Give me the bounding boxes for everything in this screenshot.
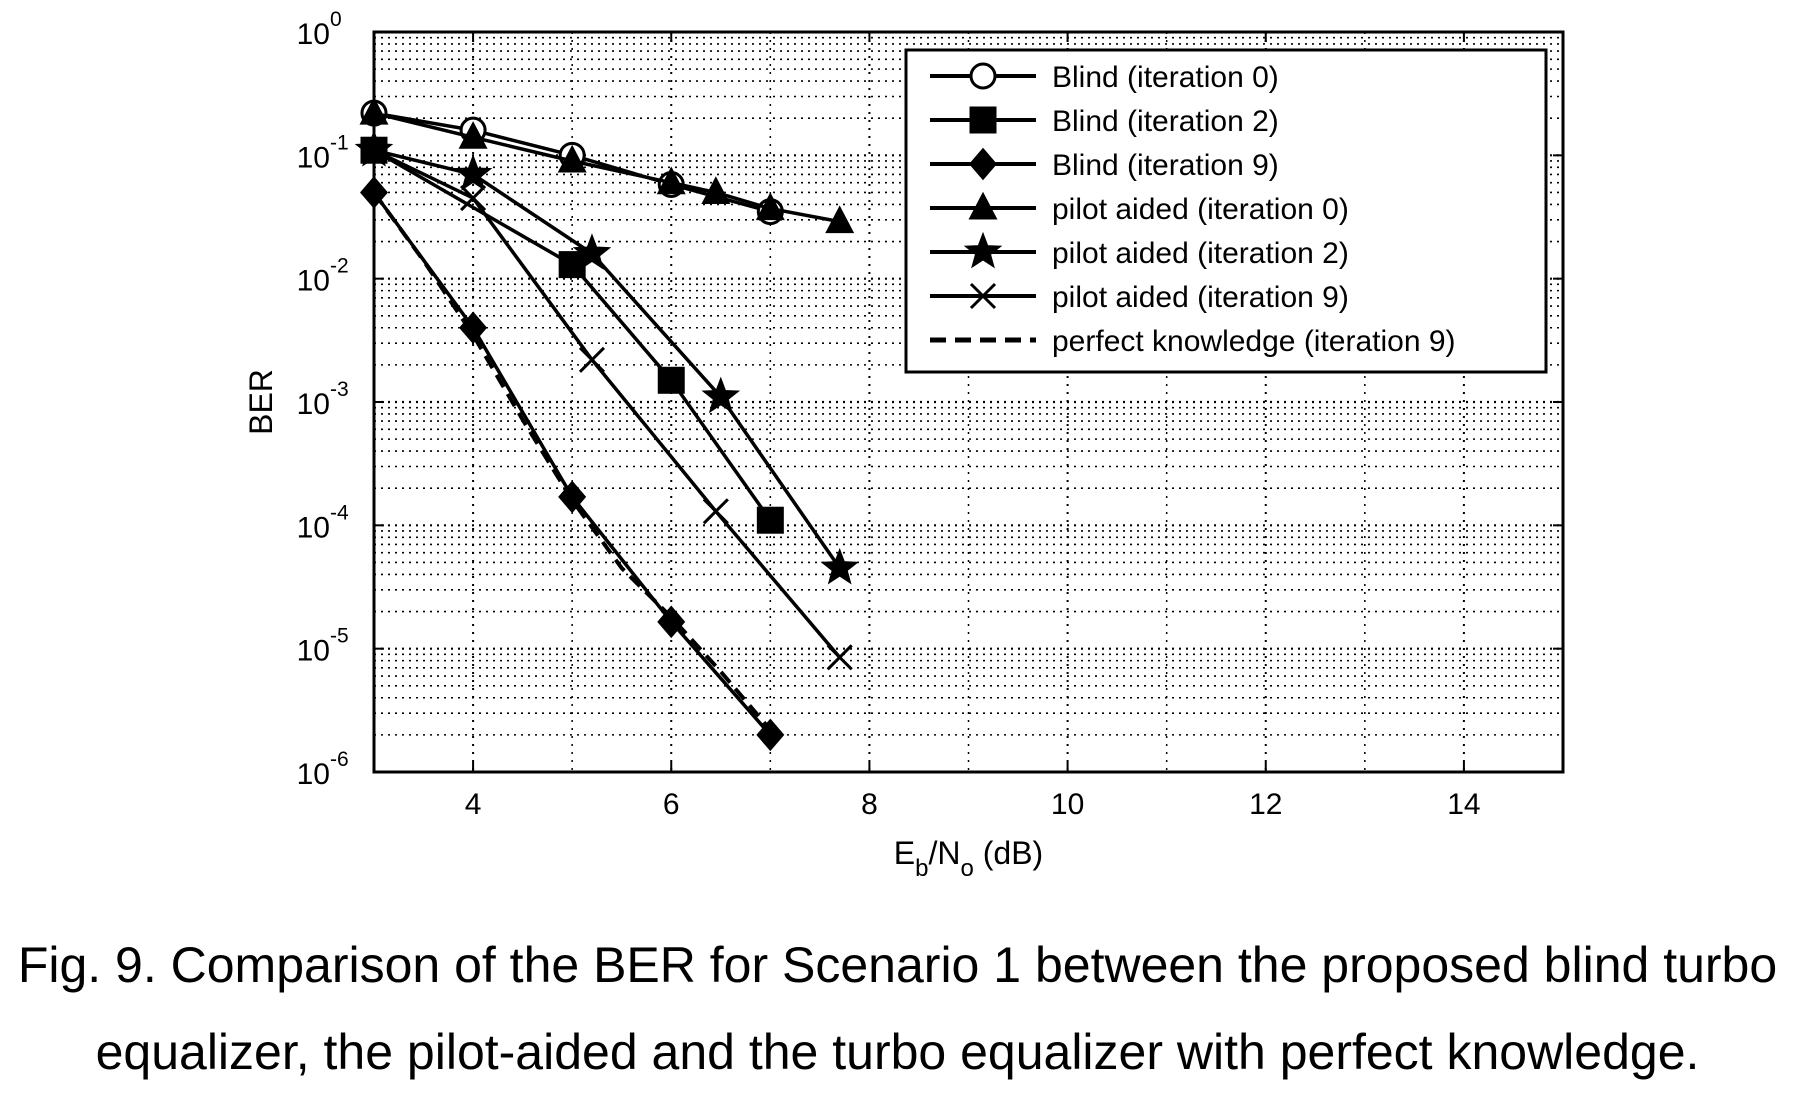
legend-marker	[969, 106, 997, 134]
x-tick-label: 6	[663, 788, 680, 821]
data-point	[460, 185, 487, 212]
legend-marker	[968, 191, 998, 220]
data-point	[820, 547, 859, 585]
legend-marker	[969, 62, 997, 90]
legend-entry: perfect knowledge (iteration 9)	[930, 325, 1456, 358]
series-group	[354, 96, 859, 752]
x-tick-label: 12	[1249, 788, 1282, 821]
data-point	[756, 506, 784, 534]
legend-entry: Blind (iteration 9)	[930, 147, 1279, 182]
data-point	[755, 192, 785, 221]
legend: Blind (iteration 0) Blind (iteration 2) Bl…	[904, 48, 1548, 374]
legend-marker	[969, 147, 997, 181]
y-tick-label: 10	[297, 265, 330, 298]
x-tick-label: 14	[1447, 788, 1480, 821]
x-tick-label: 4	[465, 788, 482, 821]
legend-label: Blind (iteration 2)	[1052, 105, 1279, 138]
legend-marker	[963, 231, 1003, 269]
y-tick-label: 10	[297, 511, 330, 544]
data-point	[557, 144, 587, 173]
x-axis-label: Eb/No (dB)	[894, 835, 1043, 882]
data-point	[578, 346, 606, 373]
y-tick-label: 10	[297, 388, 330, 421]
legend-box	[904, 48, 1548, 374]
data-point	[453, 154, 493, 191]
y-tick-exponent: -5	[330, 625, 349, 648]
series-line	[372, 191, 772, 732]
x-tick-label: 10	[1051, 788, 1084, 821]
legend-entry: Blind (iteration 0)	[930, 61, 1279, 94]
data-point	[359, 96, 389, 125]
legend-entry: pilot aided (iteration 9)	[930, 281, 1349, 314]
data-point	[360, 137, 388, 164]
y-tick-exponent: -3	[330, 378, 349, 401]
data-point	[701, 376, 741, 414]
y-tick-exponent: -1	[330, 131, 349, 154]
legend-label: perfect knowledge (iteration 9)	[1052, 325, 1456, 358]
series-4	[359, 96, 855, 234]
series-line	[373, 148, 772, 522]
legend-entry: Blind (iteration 2)	[930, 105, 1279, 138]
legend-label: pilot aided (iteration 9)	[1052, 281, 1349, 314]
y-tick-label: 10	[297, 635, 330, 668]
series-line	[373, 148, 842, 659]
series-7	[372, 191, 772, 732]
data-point	[756, 718, 785, 752]
y-tick-exponent: -4	[330, 501, 349, 524]
y-tick-exponent: -6	[330, 748, 349, 771]
series-6	[360, 137, 853, 671]
data-point	[656, 166, 686, 195]
data-point	[572, 233, 612, 270]
data-point	[826, 644, 853, 671]
legend-marker	[969, 282, 997, 310]
data-point	[657, 366, 685, 394]
legend-entry: pilot aided (iteration 0)	[930, 191, 1349, 226]
y-tick-label: 10	[297, 758, 330, 791]
legend-label: pilot aided (iteration 2)	[1052, 237, 1349, 270]
data-point	[825, 205, 855, 234]
y-tick-label: 10	[297, 141, 330, 174]
x-tick-label: 8	[861, 788, 878, 821]
y-tick-label: 10	[297, 18, 330, 51]
y-tick-exponent: -2	[330, 255, 349, 278]
data-point	[701, 176, 731, 204]
series-5	[354, 129, 859, 585]
data-point	[558, 251, 586, 279]
axis-labels: BER Eb/No (dB)	[243, 369, 1043, 882]
y-axis-label: BER	[243, 369, 279, 435]
data-point	[458, 121, 488, 149]
caption-line-1: Fig. 9. Comparison of the BER for Scenar…	[17, 937, 1778, 993]
data-point	[702, 498, 729, 525]
grid	[374, 32, 1563, 772]
legend-label: Blind (iteration 9)	[1052, 149, 1279, 182]
caption-line-2: equalizer, the pilot-aided and the turbo…	[95, 1024, 1700, 1080]
legend-entry: pilot aided (iteration 2)	[930, 231, 1349, 270]
legend-label: Blind (iteration 0)	[1052, 61, 1279, 94]
data-point	[657, 605, 686, 639]
y-tick-exponent: 0	[330, 8, 342, 31]
legend-label: pilot aided (iteration 0)	[1052, 193, 1349, 226]
